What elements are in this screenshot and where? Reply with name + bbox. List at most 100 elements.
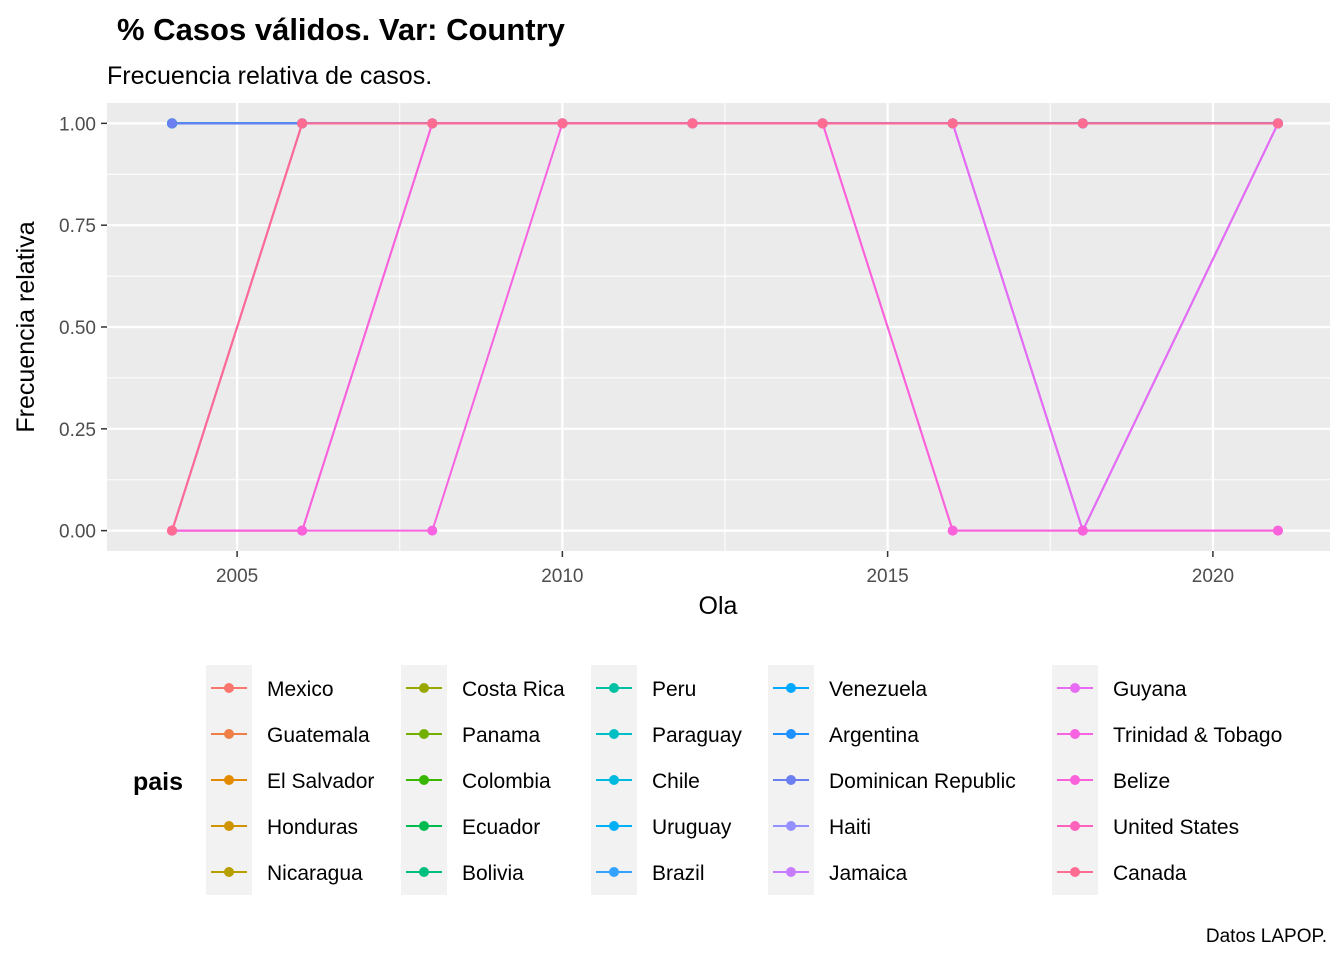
legend-key-point — [419, 821, 429, 831]
legend-label: Uruguay — [652, 816, 732, 839]
legend-key-point — [786, 775, 796, 785]
legend-key-point — [1070, 683, 1080, 693]
legend-label: Nicaragua — [267, 862, 363, 885]
axis-ticks: 2005 2010 2015 2020 0.00 0.25 0.50 0.75 1.00 — [59, 114, 1234, 587]
legend-item: United States — [1057, 816, 1239, 839]
legend-label: Guatemala — [267, 724, 370, 747]
legend-key-point — [224, 729, 234, 739]
legend-item: Jamaica — [773, 862, 908, 885]
legend-item: Canada — [1057, 862, 1187, 885]
legend-item: Ecuador — [406, 816, 540, 839]
y-axis-label: Frecuencia relativa — [12, 221, 40, 432]
data-point — [297, 118, 308, 129]
legend-label: Paraguay — [652, 724, 742, 747]
x-axis-label: Ola — [699, 592, 738, 620]
y-tick-label: 0.50 — [59, 318, 96, 339]
legend-key-point — [609, 729, 619, 739]
legend-item: Bolivia — [406, 862, 524, 885]
data-point — [947, 525, 958, 536]
legend-key-point — [1070, 729, 1080, 739]
legend-title: pais — [133, 768, 183, 796]
legend-label: Chile — [652, 770, 700, 793]
legend-item: Belize — [1057, 770, 1170, 793]
y-tick-label: 0.00 — [59, 522, 96, 543]
legend-key-point — [224, 821, 234, 831]
legend-label: Haiti — [829, 816, 871, 839]
legend-label: Belize — [1113, 770, 1170, 793]
legend-label: Panama — [462, 724, 541, 747]
legend-item: Colombia — [406, 770, 551, 793]
legend-label: Colombia — [462, 770, 551, 793]
data-point — [687, 118, 698, 129]
legend-key-point — [786, 821, 796, 831]
legend-item: Guatemala — [211, 724, 370, 747]
y-tick-label: 0.75 — [59, 216, 96, 237]
legend-key-point — [1070, 867, 1080, 877]
legend-label: Mexico — [267, 678, 334, 701]
legend-key-point — [1070, 821, 1080, 831]
data-point — [1077, 118, 1088, 129]
legend-key-point — [419, 775, 429, 785]
legend-label: Brazil — [652, 862, 705, 885]
series-layer — [167, 118, 1283, 536]
data-point — [297, 525, 308, 536]
legend-label: Trinidad & Tobago — [1113, 724, 1282, 747]
legend-key-point — [786, 683, 796, 693]
legend-key-point — [1070, 775, 1080, 785]
legend-key-point — [609, 867, 619, 877]
legend-item: Chile — [596, 770, 700, 793]
legend-key-point — [609, 821, 619, 831]
legend-item: Argentina — [773, 724, 919, 747]
legend: Mexico Guatemala El Salvador Honduras Nicara… — [206, 665, 1282, 895]
legend-label: Peru — [652, 678, 696, 701]
legend-label: Honduras — [267, 816, 358, 839]
data-point — [557, 118, 568, 129]
legend-key-point — [224, 775, 234, 785]
x-tick-label: 2005 — [216, 566, 258, 587]
data-point — [427, 118, 438, 129]
legend-item: El Salvador — [211, 770, 374, 793]
data-point — [427, 525, 438, 536]
legend-label: Canada — [1113, 862, 1187, 885]
data-point — [1077, 525, 1088, 536]
legend-item: Paraguay — [596, 724, 742, 747]
legend-key-point — [609, 775, 619, 785]
legend-label: Guyana — [1113, 678, 1187, 701]
legend-label: Ecuador — [462, 816, 540, 839]
data-point — [817, 118, 828, 129]
legend-key-point — [786, 729, 796, 739]
data-point — [1272, 525, 1283, 536]
data-point — [947, 118, 958, 129]
legend-key-point — [609, 683, 619, 693]
x-tick-label: 2020 — [1192, 566, 1234, 587]
legend-label: Bolivia — [462, 862, 524, 885]
legend-item: Trinidad & Tobago — [1057, 724, 1282, 747]
y-tick-label: 0.25 — [59, 420, 96, 441]
y-tick-label: 1.00 — [59, 114, 96, 135]
legend-key-point — [224, 683, 234, 693]
chart-caption: Datos LAPOP. — [1206, 926, 1327, 947]
legend-label: Argentina — [829, 724, 919, 747]
series-canada — [167, 118, 1283, 536]
legend-key-point — [786, 867, 796, 877]
legend-key-point — [419, 867, 429, 877]
legend-item: Dominican Republic — [773, 770, 1016, 793]
data-point — [167, 118, 178, 129]
legend-item: Honduras — [211, 816, 358, 839]
legend-label: Dominican Republic — [829, 770, 1016, 793]
data-point — [1272, 118, 1283, 129]
legend-item: Brazil — [596, 862, 705, 885]
chart-subtitle: Frecuencia relativa de casos. — [107, 62, 432, 90]
legend-item: Haiti — [773, 816, 871, 839]
legend-item: Nicaragua — [211, 862, 363, 885]
legend-label: Costa Rica — [462, 678, 565, 701]
legend-key-point — [419, 683, 429, 693]
legend-label: United States — [1113, 816, 1239, 839]
legend-item: Uruguay — [596, 816, 732, 839]
chart-title: % Casos válidos. Var: Country — [117, 12, 566, 47]
x-tick-label: 2015 — [866, 566, 908, 587]
legend-label: Jamaica — [829, 862, 908, 885]
x-tick-label: 2010 — [541, 566, 583, 587]
legend-label: Venezuela — [829, 678, 927, 701]
